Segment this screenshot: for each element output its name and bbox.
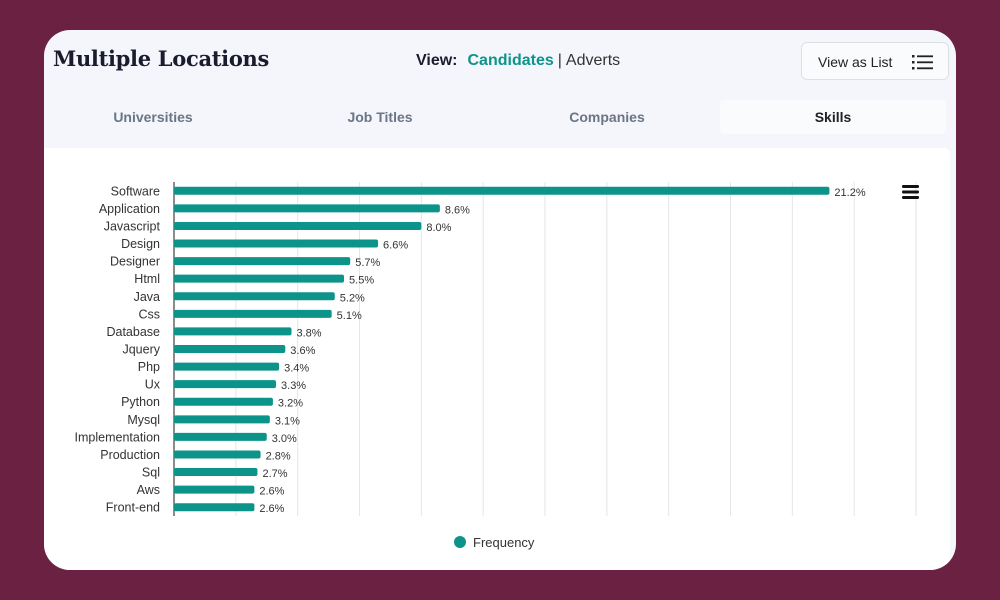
view-candidates-link[interactable]: Candidates (467, 52, 554, 69)
bar (174, 415, 270, 424)
view-adverts-link[interactable]: Adverts (565, 52, 621, 69)
category-label: Css (138, 307, 160, 321)
category-label: Php (138, 360, 160, 374)
bar (174, 186, 830, 195)
bar (174, 204, 440, 213)
category-label: Design (121, 237, 160, 251)
bar (174, 468, 258, 477)
bar (174, 503, 255, 512)
data-label: 21.2% (834, 187, 865, 199)
view-as-list-label: View as List (818, 54, 893, 70)
bar (174, 485, 255, 494)
category-label: Javascript (104, 219, 161, 233)
bar (174, 432, 267, 441)
data-label: 3.1% (275, 415, 300, 427)
main-card: Multiple Locations View: Candidates | Adver… (44, 30, 956, 570)
bar (174, 345, 286, 353)
tab-bar: Universities Job Titles Companies Skills (44, 100, 956, 136)
bar (174, 327, 292, 336)
data-label: 2.6% (259, 486, 284, 498)
data-label: 5.7% (355, 257, 380, 269)
bar (174, 292, 335, 301)
bar (174, 257, 351, 266)
bar-chart: Software 21.2% Application 8.6% Javascript 8.… (75, 182, 917, 550)
data-label: 3.4% (284, 363, 309, 375)
data-label: 2.7% (262, 468, 287, 480)
category-label: Implementation (75, 430, 161, 444)
category-label: Database (106, 325, 160, 339)
category-label: Jquery (122, 343, 160, 357)
bar (174, 221, 422, 230)
data-label: 6.6% (383, 240, 408, 252)
category-label: Software (111, 184, 160, 198)
category-label: Front-end (106, 501, 160, 515)
page-title: Multiple Locations (53, 46, 270, 71)
legend-marker (454, 536, 466, 548)
category-label: Html (134, 272, 160, 286)
data-label: 5.2% (340, 292, 365, 304)
view-label: View: (416, 52, 458, 69)
data-label: 8.6% (445, 204, 470, 216)
data-label: 8.0% (426, 222, 451, 234)
bar (174, 274, 345, 283)
bar (174, 362, 280, 371)
data-label: 3.2% (278, 398, 303, 410)
tab-universities[interactable]: Universities (113, 109, 193, 125)
category-label: Production (100, 448, 160, 462)
bar (174, 239, 379, 248)
category-label: Java (134, 290, 160, 304)
tab-companies[interactable]: Companies (569, 109, 645, 125)
data-label: 3.0% (272, 433, 297, 445)
view-separator: | (557, 52, 562, 69)
bar (174, 450, 261, 459)
data-label: 2.8% (266, 450, 291, 462)
data-label: 5.5% (349, 275, 374, 287)
header: Multiple Locations View: Candidates | Adver… (44, 30, 956, 96)
tab-job-titles[interactable]: Job Titles (347, 109, 413, 125)
category-label: Sql (142, 466, 160, 480)
hamburger-menu-icon[interactable] (902, 184, 920, 205)
category-label: Python (121, 395, 160, 409)
data-label: 3.8% (296, 327, 321, 339)
list-icon (912, 53, 934, 74)
data-label: 2.6% (259, 503, 284, 515)
legend-label: Frequency (473, 535, 535, 550)
category-label: Mysql (127, 413, 160, 427)
data-label: 3.3% (281, 380, 306, 392)
category-label: Aws (137, 483, 160, 497)
bar (174, 380, 277, 389)
data-label: 5.1% (337, 310, 362, 322)
chart-panel: Software 21.2% Application 8.6% Javascript 8.… (44, 148, 950, 570)
category-label: Ux (145, 378, 161, 392)
bar (174, 397, 273, 406)
data-label: 3.6% (290, 345, 315, 357)
view-toggle: View: Candidates | Adverts (416, 52, 620, 70)
bar (174, 309, 332, 318)
category-label: Application (99, 202, 160, 216)
tab-skills[interactable]: Skills (720, 100, 946, 134)
view-as-list-button[interactable]: View as List (801, 42, 949, 80)
category-label: Designer (110, 255, 160, 269)
